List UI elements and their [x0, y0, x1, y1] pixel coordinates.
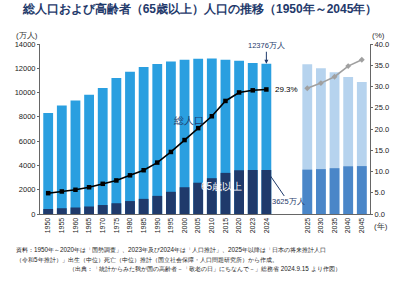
svg-text:65歳以上: 65歳以上: [201, 181, 242, 192]
svg-text:（令和5年推計）」出生（中位）死亡（中位）推計（国立社会保障: （令和5年推計）」出生（中位）死亡（中位）推計（国立社会保障・人口問題研究所）か…: [16, 256, 278, 264]
svg-text:15.0: 15.0: [375, 146, 390, 155]
svg-text:14000: 14000: [15, 40, 36, 49]
svg-text:2023: 2023: [249, 218, 256, 234]
svg-text:40.0: 40.0: [375, 40, 390, 49]
svg-text:1970: 1970: [99, 218, 106, 234]
svg-text:12376万人: 12376万人: [248, 41, 285, 50]
svg-text:0: 0: [31, 210, 35, 219]
svg-text:2045: 2045: [358, 218, 365, 234]
svg-text:2040: 2040: [344, 218, 351, 234]
svg-text:1960: 1960: [72, 218, 79, 234]
svg-text:1995: 1995: [167, 218, 174, 234]
svg-text:(年): (年): [374, 222, 388, 231]
svg-text:2015: 2015: [222, 218, 229, 234]
svg-text:1985: 1985: [140, 218, 147, 234]
svg-text:(%): (%): [372, 31, 385, 40]
svg-text:2000: 2000: [181, 218, 188, 234]
svg-text:3625万人: 3625万人: [272, 197, 305, 206]
svg-text:2025: 2025: [304, 218, 311, 234]
svg-text:12000: 12000: [15, 64, 36, 73]
svg-text:2010: 2010: [208, 218, 215, 234]
svg-text:2000: 2000: [19, 185, 36, 194]
svg-text:2030: 2030: [317, 218, 324, 234]
svg-text:10000: 10000: [15, 88, 36, 97]
svg-text:2024: 2024: [263, 218, 270, 234]
svg-text:4000: 4000: [19, 161, 36, 170]
svg-text:1955: 1955: [58, 218, 65, 234]
svg-text:2020: 2020: [235, 218, 242, 234]
svg-text:（出典：「統計からみた我が国の高齢者－「敬老の日」にちなんで: （出典：「統計からみた我が国の高齢者－「敬老の日」にちなんで－」総務省 2024…: [69, 265, 341, 273]
svg-text:1990: 1990: [154, 218, 161, 234]
svg-text:5.0: 5.0: [375, 188, 385, 197]
svg-text:総人口: 総人口: [173, 115, 204, 126]
svg-text:29.3%: 29.3%: [275, 85, 298, 94]
svg-text:20.0: 20.0: [375, 125, 390, 134]
svg-text:2005: 2005: [194, 218, 201, 234]
svg-text:35.0: 35.0: [375, 61, 390, 70]
svg-text:1950: 1950: [44, 218, 51, 234]
svg-text:資料：1950年～2020年は「国勢調査」、2023年及び2: 資料：1950年～2020年は「国勢調査」、2023年及び2024年は「人口推計…: [16, 246, 326, 254]
svg-text:1965: 1965: [85, 218, 92, 234]
svg-text:10.0: 10.0: [375, 167, 390, 176]
svg-text:8000: 8000: [19, 112, 36, 121]
svg-text:1980: 1980: [126, 218, 133, 234]
svg-text:25.0: 25.0: [375, 103, 390, 112]
svg-text:30.0: 30.0: [375, 82, 390, 91]
svg-text:0.0: 0.0: [375, 210, 385, 219]
svg-text:総人口および高齢者（65歳以上）人口の推移（1950年～20: 総人口および高齢者（65歳以上）人口の推移（1950年～2045年）: [22, 2, 378, 16]
svg-text:(万人): (万人): [16, 31, 38, 40]
svg-text:1975: 1975: [113, 218, 120, 234]
svg-text:2035: 2035: [331, 218, 338, 234]
svg-text:6000: 6000: [19, 137, 36, 146]
